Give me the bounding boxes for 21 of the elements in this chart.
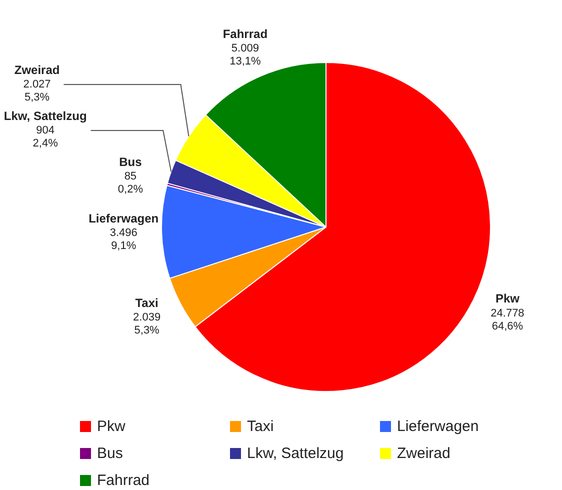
slice-label: Fahrrad: [222, 26, 268, 41]
data-label: 3.496 9,1%: [110, 227, 138, 252]
slice-label: Zweirad: [14, 62, 60, 77]
data-label: 85 0,2%: [118, 170, 144, 196]
legend-label: Lkw, Sattelzug: [247, 445, 344, 462]
data-label: 24.778 64,6%: [490, 307, 524, 332]
legend-label: Zweirad: [397, 445, 450, 462]
legend-label: Taxi: [247, 418, 274, 435]
data-label: 5.009 13,1%: [230, 42, 262, 68]
legend-label: Pkw: [97, 418, 126, 435]
slice-label: Taxi: [135, 296, 158, 310]
data-label: 2.027 5,3%: [23, 78, 51, 104]
legend-label: Lieferwagen: [397, 418, 479, 435]
data-label: 904 2,4%: [32, 124, 58, 150]
slice-label: Pkw: [495, 292, 520, 306]
slice-label: Lkw, Sattelzug: [4, 108, 87, 123]
slice-label: Lieferwagen: [88, 211, 159, 226]
legend-label: Bus: [97, 445, 123, 462]
slice-label: Bus: [119, 154, 142, 169]
legend-label: Fahrrad: [97, 472, 150, 489]
data-label: 2.039 5,3%: [133, 312, 161, 337]
